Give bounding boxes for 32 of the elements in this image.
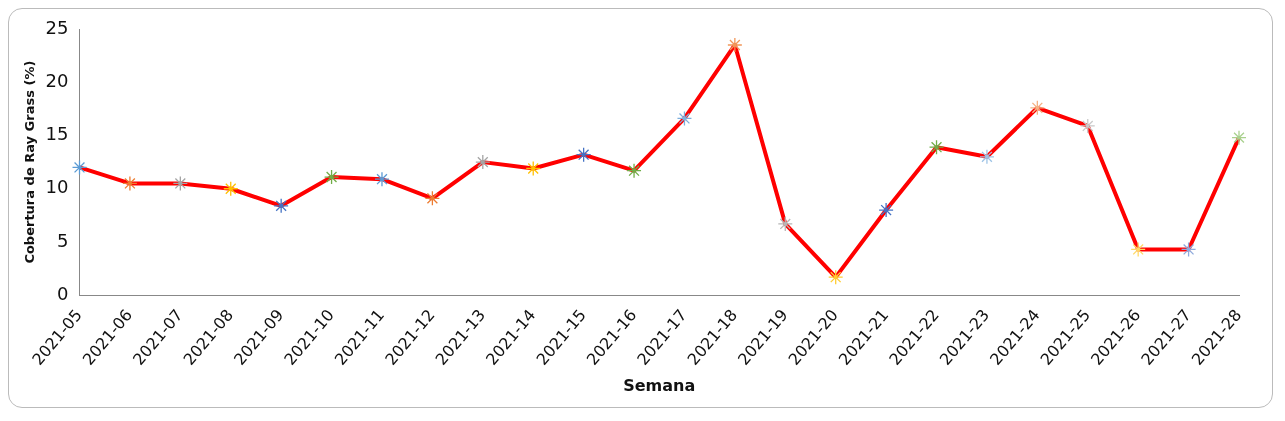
- point: [122, 175, 138, 192]
- point: [273, 198, 289, 214]
- point: [424, 190, 441, 206]
- point: [928, 139, 945, 155]
- point: [626, 162, 642, 179]
- y-tick-label: 20: [45, 69, 69, 91]
- y-axis-title: Cobertura de Ray Grass (%): [22, 60, 38, 264]
- point: [475, 154, 491, 170]
- point: [1180, 241, 1197, 258]
- point: [979, 149, 995, 165]
- point: [323, 169, 340, 185]
- point: [878, 202, 894, 218]
- point: [525, 160, 541, 177]
- y-tick-label: 0: [57, 282, 69, 304]
- point: [828, 269, 844, 285]
- point: [575, 147, 592, 163]
- point: [777, 216, 793, 232]
- point: [1029, 100, 1045, 116]
- point: [71, 159, 88, 176]
- point: [172, 175, 188, 192]
- y-tick-label: 5: [57, 229, 69, 251]
- point: [1130, 241, 1146, 258]
- point: [676, 110, 693, 127]
- point: [1231, 129, 1247, 146]
- point: [223, 181, 239, 197]
- point: [1080, 118, 1096, 134]
- point: [374, 171, 390, 187]
- point: [727, 37, 743, 53]
- y-tick-label: 25: [45, 16, 69, 38]
- x-axis-title: Semana: [623, 375, 696, 395]
- y-tick-label: 15: [45, 123, 69, 145]
- y-tick-label: 10: [45, 176, 69, 198]
